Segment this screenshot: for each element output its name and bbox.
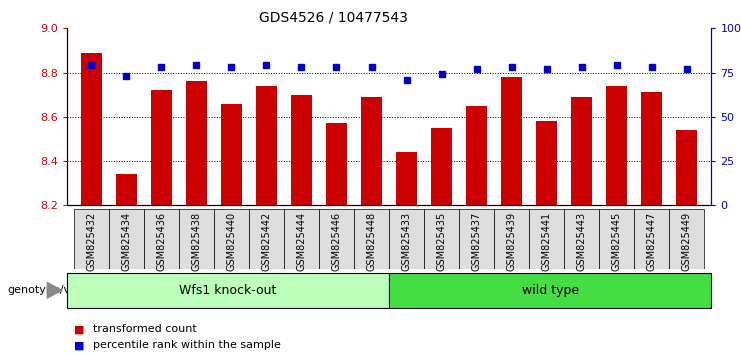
Bar	[73, 209, 109, 269]
Text: GSM825446: GSM825446	[331, 212, 342, 271]
Text: GSM825432: GSM825432	[86, 212, 96, 271]
Text: GSM825443: GSM825443	[576, 212, 587, 271]
Text: GSM825439: GSM825439	[507, 212, 516, 271]
Bar	[459, 209, 494, 269]
Bar	[606, 86, 628, 205]
Bar	[150, 90, 172, 205]
Text: genotype/variation: genotype/variation	[7, 285, 113, 295]
Text: GSM825445: GSM825445	[612, 212, 622, 271]
Text: ■: ■	[74, 324, 84, 334]
Text: GSM825436: GSM825436	[156, 212, 166, 271]
Text: wild type: wild type	[522, 284, 579, 297]
Bar	[81, 53, 102, 205]
Text: GSM825449: GSM825449	[682, 212, 692, 271]
Bar	[249, 209, 284, 269]
Text: GSM825435: GSM825435	[436, 212, 447, 271]
Bar	[634, 209, 669, 269]
Text: GSM825440: GSM825440	[226, 212, 236, 271]
Text: GSM825441: GSM825441	[542, 212, 552, 271]
Bar	[116, 174, 137, 205]
Text: GSM825437: GSM825437	[471, 212, 482, 271]
Bar	[571, 97, 592, 205]
Bar	[466, 106, 487, 205]
Text: GSM825448: GSM825448	[367, 212, 376, 271]
Text: ■: ■	[74, 340, 84, 350]
Text: GSM825434: GSM825434	[122, 212, 131, 271]
Bar	[494, 209, 529, 269]
Bar	[186, 81, 207, 205]
Bar	[354, 209, 389, 269]
Bar	[144, 209, 179, 269]
Text: GSM825438: GSM825438	[191, 212, 202, 271]
Bar	[536, 121, 557, 205]
Text: GSM825442: GSM825442	[262, 212, 271, 271]
Text: transformed count: transformed count	[93, 324, 196, 334]
Bar	[641, 92, 662, 205]
Bar	[179, 209, 214, 269]
Bar	[599, 209, 634, 269]
Text: GSM825447: GSM825447	[647, 212, 657, 271]
Text: GSM825433: GSM825433	[402, 212, 411, 271]
Bar	[396, 152, 417, 205]
Text: GSM825444: GSM825444	[296, 212, 307, 271]
Bar	[431, 128, 452, 205]
Bar	[501, 77, 522, 205]
Bar	[256, 86, 277, 205]
Text: Wfs1 knock-out: Wfs1 knock-out	[179, 284, 276, 297]
Bar	[214, 209, 249, 269]
Bar	[424, 209, 459, 269]
Text: GDS4526 / 10477543: GDS4526 / 10477543	[259, 11, 408, 25]
Bar	[109, 209, 144, 269]
Bar	[284, 209, 319, 269]
Bar	[361, 97, 382, 205]
Bar	[529, 209, 564, 269]
Bar	[221, 103, 242, 205]
Bar	[677, 130, 697, 205]
Bar	[319, 209, 354, 269]
Bar	[291, 95, 312, 205]
Bar	[326, 124, 347, 205]
Bar	[669, 209, 705, 269]
Bar	[564, 209, 599, 269]
Bar	[389, 209, 424, 269]
Text: percentile rank within the sample: percentile rank within the sample	[93, 340, 281, 350]
